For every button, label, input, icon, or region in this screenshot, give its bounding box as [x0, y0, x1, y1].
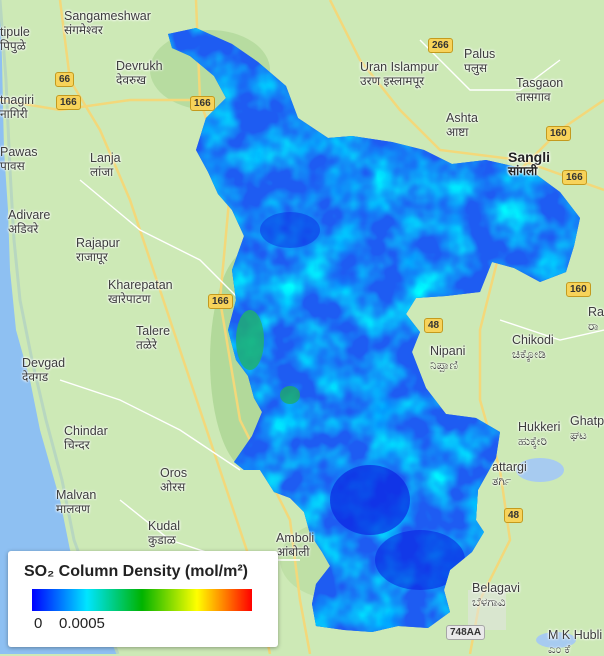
- place-label[interactable]: Tasgaon तासगाव: [516, 76, 564, 104]
- place-label[interactable]: Chikodi ಚಿಕ್ಕೋಡಿ: [512, 333, 554, 361]
- legend-panel: SO₂ Column Density (mol/m²) 0 0.0005: [8, 551, 278, 647]
- place-label[interactable]: tipule पिपुळे: [0, 25, 30, 53]
- place-label[interactable]: Sangameshwar संगमेश्वर: [64, 9, 151, 37]
- place-label[interactable]: Devgad देवगड: [22, 356, 66, 384]
- heatmap-green-patch: [280, 386, 300, 404]
- place-label[interactable]: Palus पलुस: [464, 47, 496, 75]
- place-label[interactable]: Lanja लांजा: [90, 151, 121, 179]
- place-label[interactable]: Pawas पावस: [0, 145, 38, 173]
- place-label[interactable]: Ra ರಾ: [588, 305, 604, 333]
- urban-area: [468, 590, 506, 630]
- place-label[interactable]: Uran Islampur उरण इस्लामपूर: [360, 60, 439, 88]
- place-label[interactable]: M K Hubli ಎಂ ಕೆ: [548, 628, 603, 656]
- legend-color-ramp: [32, 589, 252, 611]
- place-label[interactable]: Rajapur राजापूर: [76, 236, 120, 264]
- place-label[interactable]: Belagavi ಬೆಳಗಾವಿ: [472, 581, 520, 609]
- place-label[interactable]: Ghatpi ಘಟ: [570, 414, 604, 442]
- heatmap-dark-patch: [330, 465, 410, 535]
- place-label[interactable]: Kudal कुडाळ: [148, 519, 180, 547]
- heatmap-dark-patch: [260, 212, 320, 248]
- place-label[interactable]: Hukkeri ಹುಕ್ಕೇರಿ: [518, 420, 561, 448]
- road-shield: 48: [424, 318, 444, 333]
- road-shield: 66: [55, 72, 75, 87]
- road-shield: 166: [56, 95, 81, 110]
- place-label[interactable]: Adivare अडिवरे: [8, 208, 51, 236]
- road-shield: 166: [562, 170, 587, 185]
- road-shield: 166: [208, 294, 233, 309]
- place-label[interactable]: Talere तळेरे: [136, 324, 171, 352]
- place-label[interactable]: Kharepatan खारेपाटण: [108, 278, 173, 306]
- sea-area: [0, 0, 118, 654]
- legend-max-label: 0.0005: [59, 615, 105, 632]
- lake: [516, 458, 564, 482]
- place-label-major[interactable]: Sangli सांगली: [508, 149, 551, 178]
- lake: [536, 632, 576, 648]
- place-label[interactable]: Devrukh देवरुख: [116, 59, 163, 87]
- place-label[interactable]: Ashta आष्टा: [446, 111, 478, 139]
- place-label[interactable]: Oros ओरस: [160, 466, 188, 494]
- place-label[interactable]: tnagiri नागिरी: [0, 93, 35, 121]
- place-label[interactable]: Chindar चिन्दर: [64, 424, 108, 452]
- road-shield: 166: [190, 96, 215, 111]
- heatmap-green-patch: [236, 310, 264, 370]
- place-label[interactable]: Malvan मालवण: [56, 488, 97, 516]
- road-shield: 748AA: [446, 625, 486, 640]
- legend-title: SO₂ Column Density (mol/m²): [24, 563, 249, 580]
- road-shield: 48: [504, 508, 524, 523]
- road-shield: 160: [566, 282, 591, 297]
- heatmap-dark-patch: [375, 530, 465, 590]
- place-label[interactable]: attargi ತರ್ಗಿ: [492, 460, 527, 488]
- road-shield: 266: [428, 38, 453, 53]
- legend-min-label: 0: [34, 615, 43, 632]
- place-label[interactable]: Nipani ನಿಪ್ಪಾಣಿ: [430, 344, 466, 372]
- road-shield: 160: [546, 126, 571, 141]
- place-label[interactable]: Amboli आंबोली: [276, 531, 315, 559]
